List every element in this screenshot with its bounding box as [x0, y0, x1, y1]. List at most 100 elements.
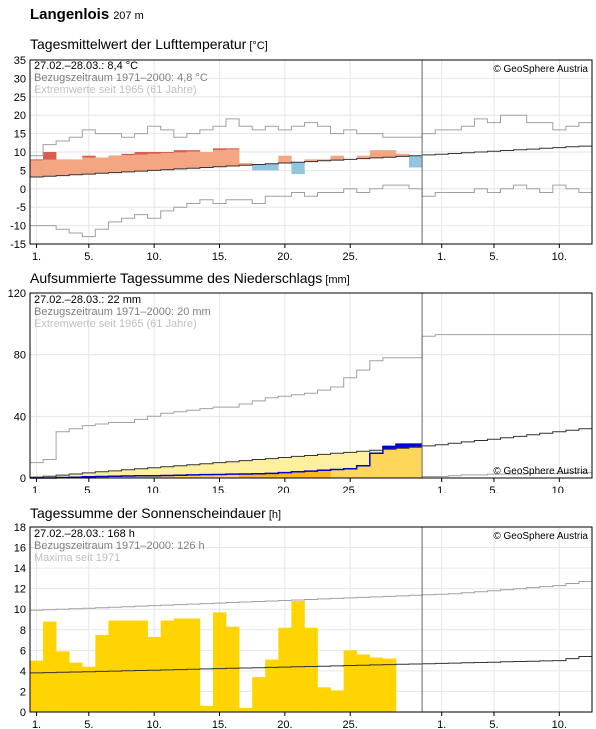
x-tick-label: 25. [343, 719, 358, 729]
sunshine-bar [30, 660, 44, 712]
y-tick-label: 0 [20, 473, 26, 485]
info-line: 27.02.–28.03.: 168 h [34, 528, 135, 540]
precipitation-bar [369, 453, 384, 478]
temperature-bar [121, 155, 135, 172]
temperature-bar [43, 159, 57, 177]
temperature-bar-warm [30, 159, 44, 161]
temperature-title-text: Tagesmittelwert der Lufttemperatur [30, 36, 247, 52]
temperature-bar [199, 152, 214, 168]
temperature-bar-warm [43, 152, 57, 160]
x-tick-label: 1. [32, 485, 41, 493]
x-tick-label: 15. [212, 719, 227, 729]
precipitation-band [82, 472, 96, 477]
precipitation-bar [134, 475, 148, 478]
precipitation-band [43, 476, 57, 478]
temperature-bar [69, 159, 83, 175]
precipitation-band [134, 468, 148, 476]
precipitation-unit: [mm] [325, 274, 350, 286]
precipitation-band [186, 464, 201, 475]
temperature-bar [239, 163, 253, 166]
precipitation-bar [395, 448, 410, 478]
precipitation-bar [252, 473, 266, 478]
x-tick-label: 1. [437, 719, 446, 729]
sunshine-title-text: Tagessumme der Sonnenscheindauer [30, 505, 266, 521]
precipitation-band [239, 460, 253, 474]
y-tick-label: -5 [16, 202, 26, 214]
temperature-bar [382, 150, 397, 158]
sunshine-bar [356, 654, 371, 712]
y-tick-label: 4 [20, 666, 26, 678]
precipitation-bar [199, 474, 214, 478]
sunshine-bar [95, 634, 109, 712]
precipitation-bar [317, 470, 331, 478]
temperature-bar-warm [147, 152, 161, 154]
station-name: Langenlois [30, 6, 110, 23]
sunshine-bar [369, 657, 384, 712]
y-tick-label: 35 [14, 55, 26, 67]
y-tick-label: 14 [14, 563, 26, 575]
temperature-bar [82, 157, 96, 175]
sunshine-unit: [h] [268, 509, 282, 521]
x-tick-label: 15. [212, 251, 227, 260]
sunshine-chart: 0 2 4 6 8 10 12 14 16 18 1. 5. 10. 15. 20. 25. 1. 5. 10. 27… [14, 522, 593, 729]
temperature-bar-warm [134, 152, 148, 155]
info-line: Bezugszeitraum 1971–2000: 20 mm [34, 306, 211, 318]
temperature-chart: -15 -10 -5 0 5 10 15 20 25 30 35 1. 5. 10. 15. 20. 25. 1.… [10, 55, 593, 260]
copyright-text: © GeoSphere Austria [493, 64, 588, 75]
max-extreme-line [30, 114, 592, 157]
x-tick-label: 20. [277, 485, 292, 493]
precipitation-band [409, 444, 423, 448]
sunshine-bar [134, 620, 148, 712]
y-tick-label: 10 [14, 604, 26, 616]
temperature-bar [186, 151, 201, 169]
precipitation-band [160, 466, 175, 476]
sunshine-bar [226, 626, 240, 712]
precipitation-band [265, 458, 279, 474]
normal-line [30, 428, 592, 478]
temperature-bar [278, 155, 292, 164]
precipitation-bar [304, 471, 318, 478]
sunshine-bar [43, 621, 57, 712]
station-title: Langenlois 207 m [30, 6, 144, 23]
sunshine-bar [304, 627, 318, 712]
temperature-bar [134, 154, 148, 172]
x-tick-label: 10. [552, 719, 567, 729]
y-tick-label: 5 [20, 165, 26, 177]
precipitation-band [395, 444, 410, 449]
precipitation-bar [278, 472, 292, 478]
sunshine-bar [160, 620, 175, 712]
precipitation-bar [291, 471, 305, 478]
y-tick-label: 0 [20, 707, 26, 719]
temperature-bar-warm [226, 148, 240, 150]
y-tick-label: 16 [14, 543, 26, 555]
y-tick-label: 10 [14, 147, 26, 159]
x-tick-label: 1. [32, 251, 41, 260]
max-extreme-line [30, 581, 592, 611]
temperature-bar [30, 160, 44, 178]
precipitation-band [199, 463, 214, 475]
temperature-bar-cold [409, 155, 423, 168]
y-tick-label: 120 [8, 288, 26, 300]
sunshine-bar [330, 690, 344, 712]
info-line: Maxima seit 1971 [34, 552, 120, 564]
precipitation-band [56, 475, 70, 478]
plot-frame [29, 292, 593, 479]
precipitation-chart: 0 40 80 120 1. 5. 10. 15. 20. 25. 1. 5. 10. 27.02.–28… [8, 288, 593, 493]
temperature-bar [395, 153, 410, 157]
temperature-chart-title: Tagesmittelwert der Lufttemperatur [°C] [30, 36, 268, 52]
precipitation-bar [265, 473, 279, 478]
temperature-bar-cold [252, 164, 266, 171]
x-tick-label: 10. [552, 485, 567, 493]
y-tick-label: 30 [14, 73, 26, 85]
min-extreme-line [30, 184, 592, 238]
precipitation-band [252, 459, 266, 474]
temperature-bar [226, 149, 240, 166]
plot-frame [29, 59, 593, 245]
precipitation-band [291, 456, 305, 472]
sunshine-bar [343, 650, 358, 712]
temperature-bar [95, 157, 109, 174]
precipitation-bar [108, 476, 122, 478]
precipitation-title-text: Aufsummierte Tagessumme des Niederschlag… [30, 270, 323, 286]
y-tick-label: 15 [14, 129, 26, 141]
precipitation-bar [147, 475, 161, 478]
